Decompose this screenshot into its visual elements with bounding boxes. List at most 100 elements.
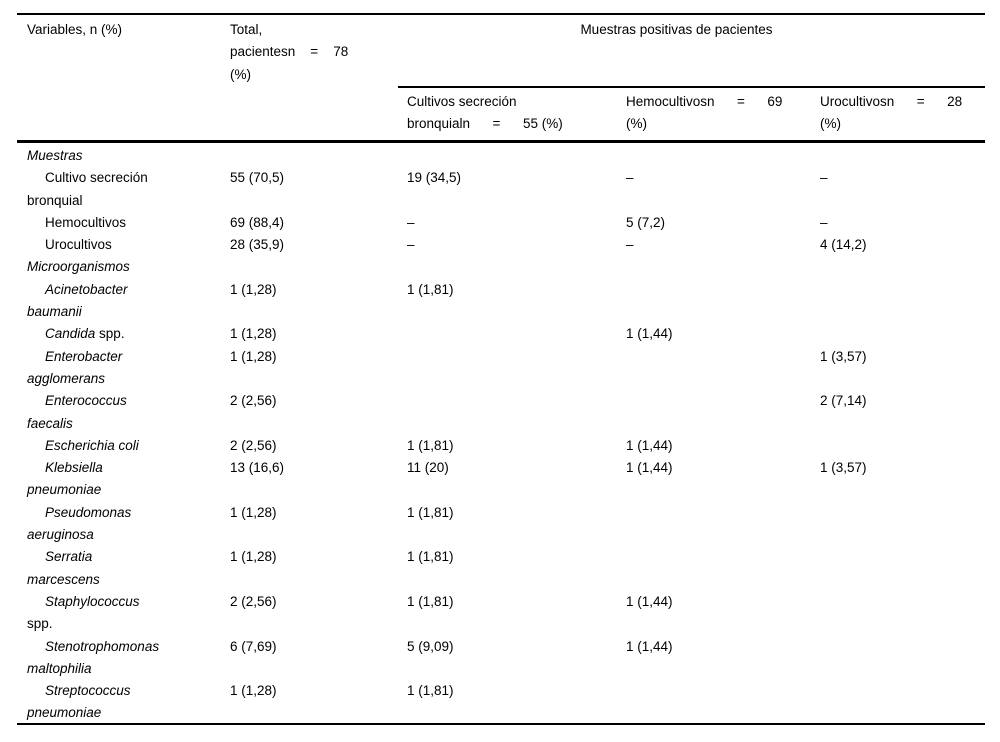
table-row: Pseudomonas aeruginosa 1 (1,28) 1 (1,81) — [17, 502, 985, 547]
row-label: Stenotrophomonas maltophilia — [17, 636, 230, 681]
row-label: Klebsiella pneumoniae — [17, 457, 230, 502]
table-row: Acinetobacter baumanii 1 (1,28) 1 (1,81) — [17, 279, 985, 324]
label-text: Serratia marcescens — [27, 549, 100, 587]
value-cell: 11 (20) — [407, 460, 449, 476]
label-text: Pseudomonas aeruginosa — [27, 504, 132, 543]
value-cell: – — [626, 237, 634, 253]
value-cell: 1 (1,81) — [407, 504, 454, 520]
value-cell: 1 (1,44) — [626, 638, 673, 654]
row-label: Escherichia coli — [17, 435, 230, 457]
row-label: Urocultivos — [17, 234, 230, 256]
table-row: Microorganismos — [17, 256, 985, 278]
value-cell: 1 (3,57) — [820, 460, 867, 476]
label-text: Hemocultivos — [45, 214, 127, 230]
label-text: Muestras — [27, 148, 83, 163]
value-cell: – — [407, 237, 415, 253]
value-cell: 1 (1,28) — [230, 683, 277, 699]
section-label: Microorganismos — [17, 256, 230, 278]
label-text: Staphylococcus — [45, 593, 140, 609]
row-label: Cultivo secreción bronquial — [17, 167, 230, 212]
label-text: Klebsiella pneumoniae — [27, 460, 103, 498]
label-text: Acinetobacter baumanii — [27, 281, 128, 320]
row-label: Acinetobacter baumanii — [17, 279, 230, 324]
label-text: Enterobacter agglomerans — [27, 348, 123, 386]
table-row: Cultivo secreción bronquial 55 (70,5) 19 (… — [17, 167, 985, 212]
table-row: Candida spp. 1 (1,28) 1 (1,44) — [17, 323, 985, 345]
group-header-rule — [398, 86, 985, 88]
table-row: Muestras — [17, 145, 985, 167]
value-cell: 2 (2,56) — [230, 437, 277, 453]
label-text: Streptococcus pneumoniae — [27, 683, 131, 721]
value-cell: 1 (1,28) — [230, 281, 277, 297]
value-cell: 2 (2,56) — [230, 393, 277, 409]
value-cell: 4 (14,2) — [820, 237, 867, 253]
table-body: Muestras Cultivo secreción bronquial 55 (7… — [17, 145, 985, 725]
table-row: Serratia marcescens 1 (1,28) 1 (1,81) — [17, 546, 985, 591]
label-text: Cultivo secreción bronquial — [27, 170, 148, 208]
column-header-urocultivos: Urocultivosn = 28 (%) — [820, 94, 963, 132]
table-row: Stenotrophomonas maltophilia 6 (7,69) 5 (9… — [17, 636, 985, 681]
row-label: Candida spp. — [17, 323, 230, 345]
table-row: Enterobacter agglomerans 1 (1,28) 1 (3,57) — [17, 346, 985, 391]
label-text: spp. — [95, 326, 125, 342]
column-header-cultivos-bronquial: Cultivos secreción bronquialn = 55 (%) — [407, 94, 563, 132]
value-cell: 5 (7,2) — [626, 214, 666, 230]
value-cell: 2 (7,14) — [820, 393, 867, 409]
table-row: Staphylococcus spp. 2 (2,56) 1 (1,81) 1 (1,… — [17, 591, 985, 636]
value-cell: 1 (1,81) — [407, 549, 454, 565]
section-label: Muestras — [17, 145, 230, 167]
value-cell: 1 (1,28) — [230, 348, 277, 364]
table-top-rule — [17, 13, 985, 15]
value-cell: 55 (70,5) — [230, 170, 285, 186]
value-cell: – — [626, 170, 634, 186]
value-cell: 1 (3,57) — [820, 348, 867, 364]
column-header-variables: Variables, n (%) — [27, 22, 123, 37]
column-header-hemocultivos: Hemocultivosn = 69 (%) — [626, 94, 783, 132]
label-text: Stenotrophomonas maltophilia — [27, 638, 160, 676]
value-cell: 1 (1,81) — [407, 683, 454, 699]
label-text: Microorganismos — [27, 259, 130, 275]
row-label: Enterococcus faecalis — [17, 390, 230, 435]
row-label: Enterobacter agglomerans — [17, 346, 230, 391]
row-label: Streptococcus pneumoniae — [17, 680, 230, 725]
value-cell: 13 (16,6) — [230, 460, 285, 476]
header-bottom-rule — [17, 140, 985, 143]
row-label: Hemocultivos — [17, 212, 230, 234]
value-cell: 1 (1,44) — [626, 437, 673, 453]
value-cell: 1 (1,81) — [407, 437, 454, 453]
table-row: Streptococcus pneumoniae 1 (1,28) 1 (1,81) — [17, 680, 985, 725]
label-text: Escherichia coli — [45, 437, 139, 453]
table-row: Hemocultivos 69 (88,4) – 5 (7,2) – — [17, 212, 985, 234]
label-text: Enterococcus faecalis — [27, 393, 127, 431]
value-cell: 6 (7,69) — [230, 638, 277, 654]
group-header-muestras-positivas: Muestras positivas de pacientes — [580, 22, 773, 37]
value-cell: – — [820, 214, 828, 230]
value-cell: 1 (1,81) — [407, 593, 454, 609]
value-cell: 1 (1,44) — [626, 593, 673, 609]
column-header-total: Total, pacientesn = 78 (%) — [230, 22, 349, 82]
table-row: Urocultivos 28 (35,9) – – 4 (14,2) — [17, 234, 985, 256]
value-cell: 19 (34,5) — [407, 170, 462, 186]
table-row: Enterococcus faecalis 2 (2,56) 2 (7,14) — [17, 390, 985, 435]
value-cell: 1 (1,44) — [626, 460, 673, 476]
value-cell: – — [820, 170, 828, 186]
value-cell: 2 (2,56) — [230, 593, 277, 609]
value-cell: – — [407, 214, 415, 230]
value-cell: 1 (1,44) — [626, 326, 673, 342]
label-text: spp. — [27, 616, 53, 632]
value-cell: 69 (88,4) — [230, 214, 285, 230]
value-cell: 1 (1,28) — [230, 504, 277, 520]
table-row: Klebsiella pneumoniae 13 (16,6) 11 (20) 1 (… — [17, 457, 985, 502]
row-label: Pseudomonas aeruginosa — [17, 502, 230, 547]
value-cell: 5 (9,09) — [407, 638, 454, 654]
value-cell: 28 (35,9) — [230, 237, 285, 253]
value-cell: 1 (1,81) — [407, 281, 454, 297]
value-cell: 1 (1,28) — [230, 549, 277, 565]
table-bottom-rule — [17, 723, 985, 725]
table-row: Escherichia coli 2 (2,56) 1 (1,81) 1 (1,44) — [17, 435, 985, 457]
row-label: Staphylococcus spp. — [17, 591, 230, 636]
value-cell: 1 (1,28) — [230, 326, 277, 342]
label-text: Urocultivos — [45, 237, 112, 253]
row-label: Serratia marcescens — [17, 546, 230, 591]
